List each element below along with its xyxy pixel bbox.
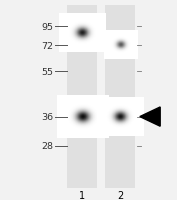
Text: 95: 95 [41, 23, 53, 31]
Polygon shape [140, 107, 160, 127]
Text: 2: 2 [117, 190, 124, 200]
Text: 1: 1 [79, 190, 85, 200]
Text: 72: 72 [41, 42, 53, 50]
Text: 55: 55 [41, 68, 53, 76]
Bar [105, 6, 135, 188]
Bar [67, 6, 97, 188]
Text: 36: 36 [41, 113, 53, 121]
Text: 28: 28 [41, 142, 53, 150]
